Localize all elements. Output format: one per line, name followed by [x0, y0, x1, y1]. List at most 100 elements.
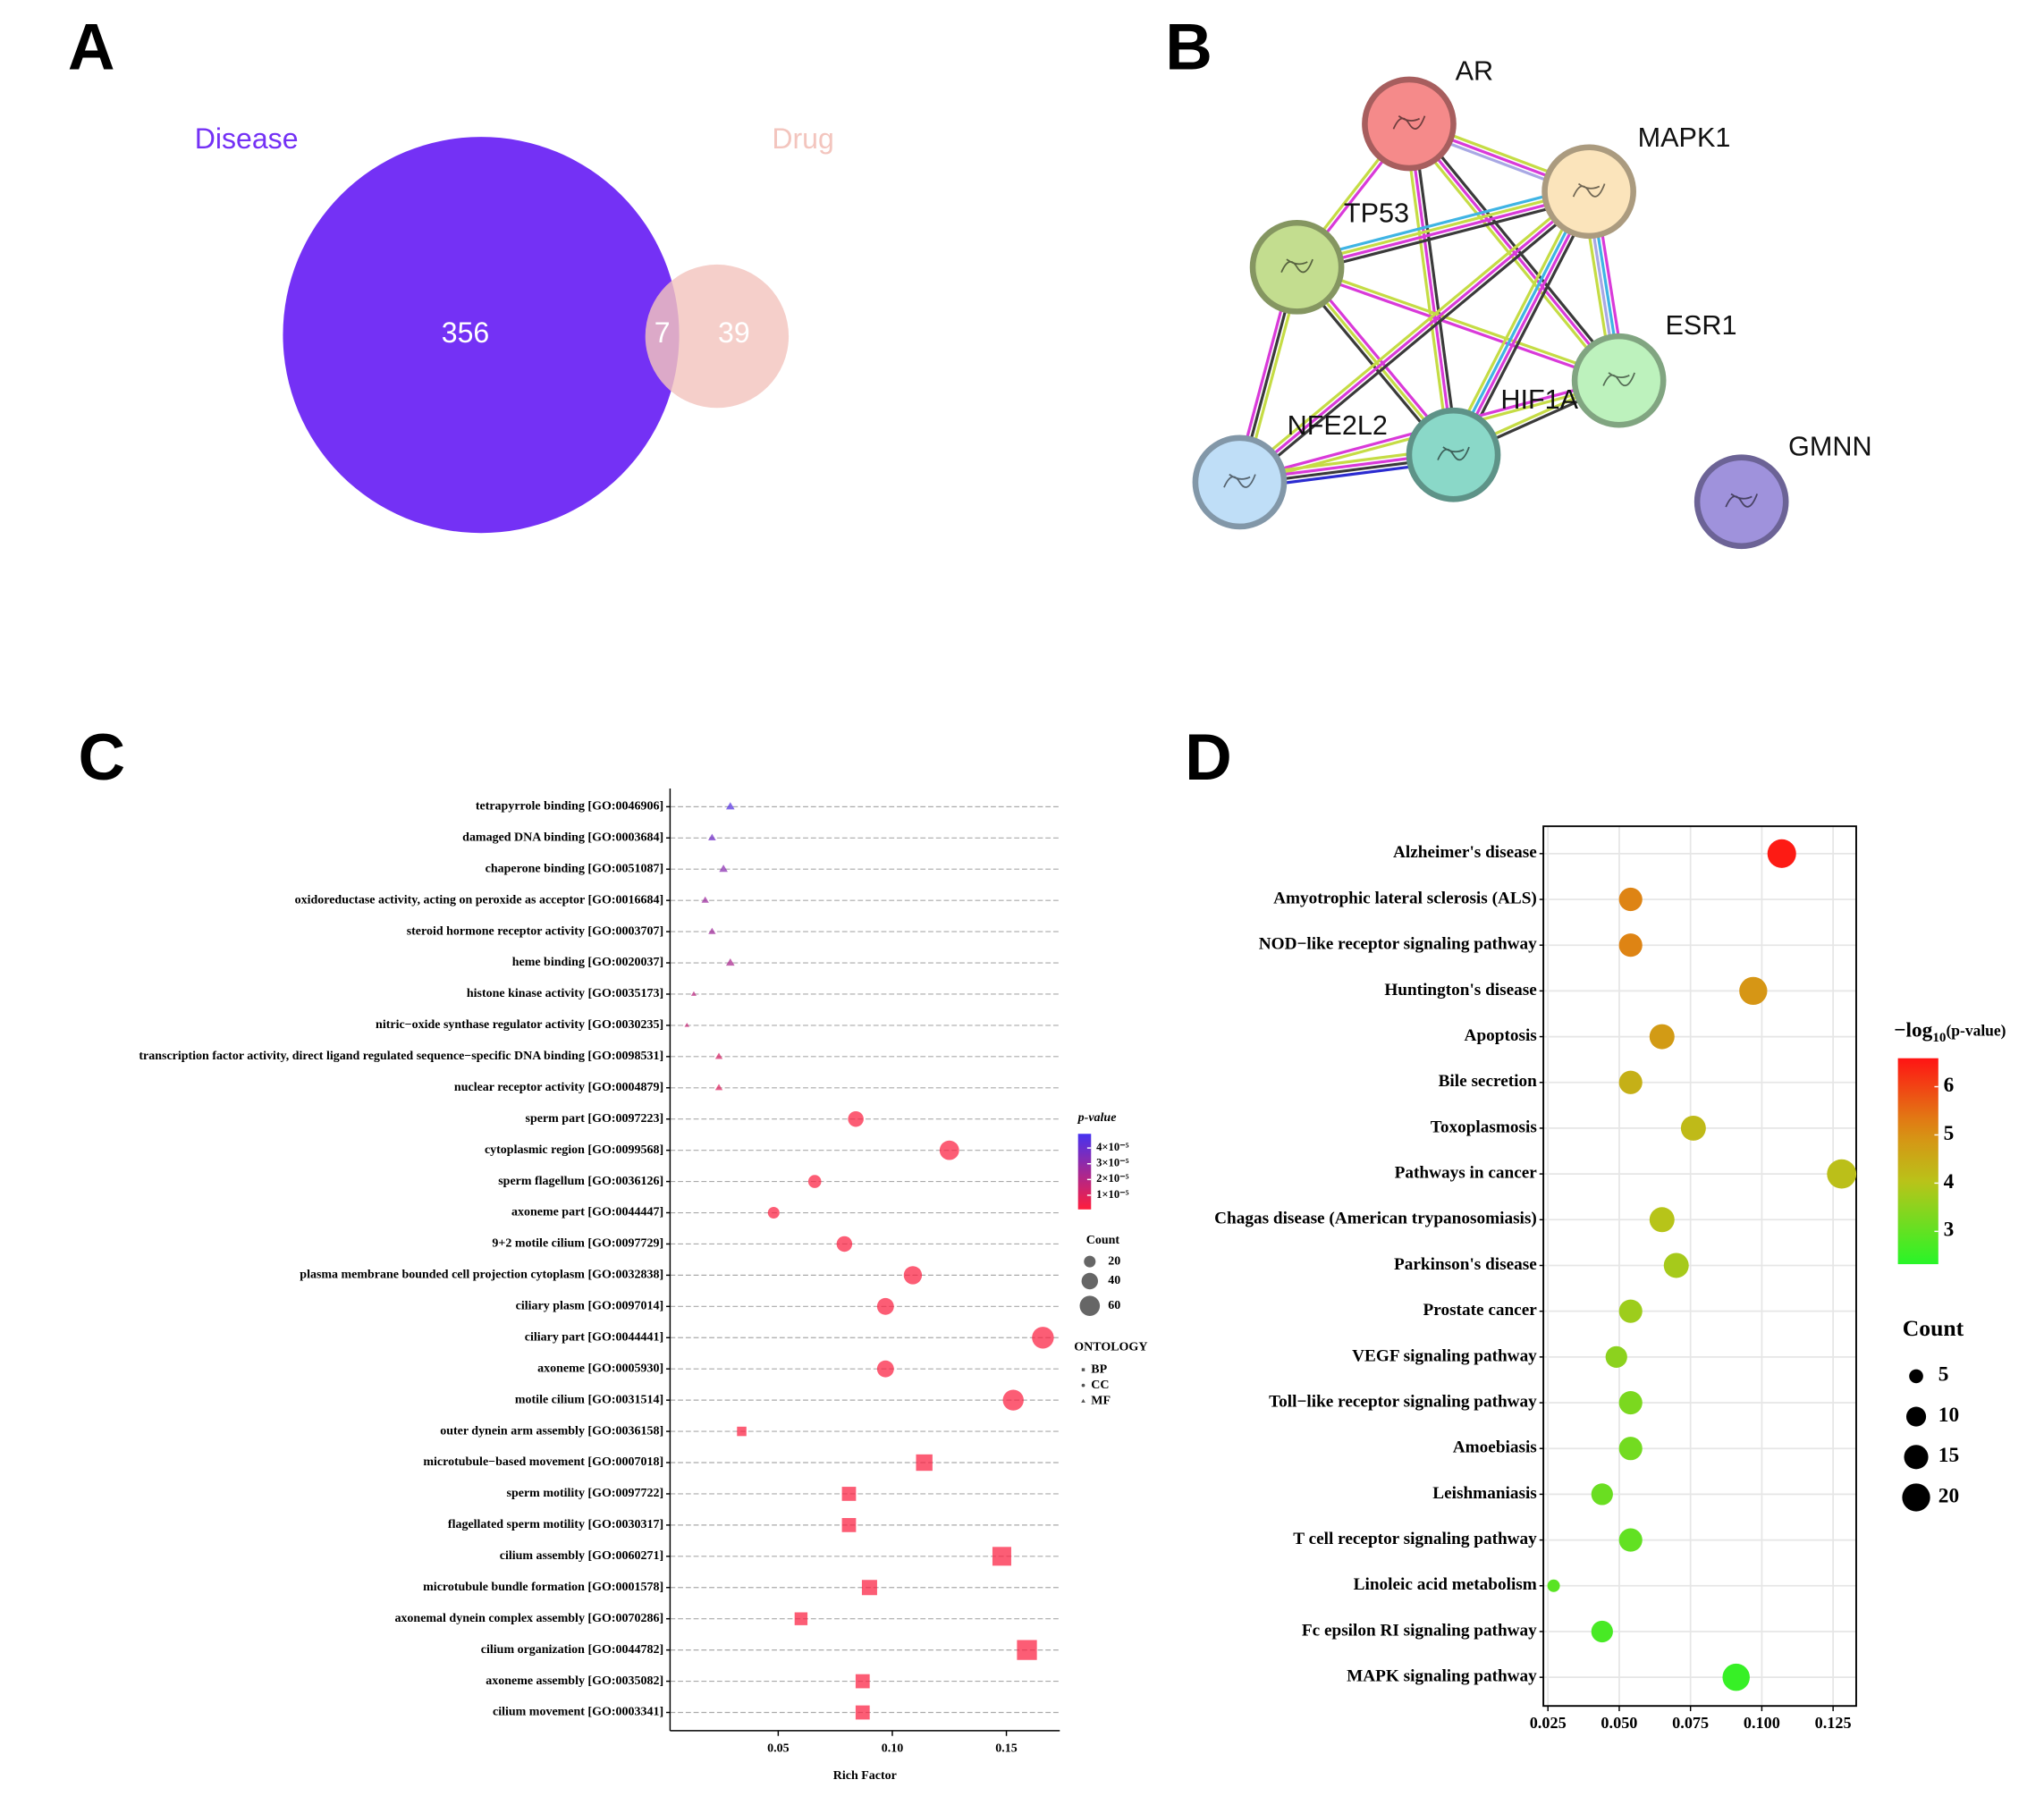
y-tick-label: microtubule bundle formation [GO:0001578… — [423, 1581, 663, 1594]
colorbar — [1077, 1134, 1092, 1210]
point — [1722, 1663, 1750, 1691]
y-tick-label: cilium organization [GO:0044782] — [481, 1643, 663, 1657]
colorbar-label: 3×10⁻⁵ — [1096, 1157, 1129, 1169]
shape-label: BP — [1091, 1362, 1107, 1376]
y-tick-label: motile cilium [GO:0031514] — [515, 1393, 663, 1406]
edge — [1446, 188, 1585, 453]
set-circle — [645, 264, 790, 409]
y-tick-label: sperm motility [GO:0097722] — [507, 1487, 664, 1500]
y-tick-label: VEGF signaling pathway — [1352, 1346, 1537, 1365]
edge — [1403, 123, 1451, 456]
size-key — [1902, 1483, 1930, 1512]
point — [1591, 1620, 1613, 1643]
node-structure — [1725, 493, 1758, 508]
size-key — [1079, 1295, 1101, 1316]
colorbar-label: 4 — [1944, 1170, 1955, 1193]
point — [855, 1705, 870, 1720]
set-name: Drug — [772, 122, 834, 155]
shape-key — [1081, 1383, 1085, 1387]
node-structure — [1392, 115, 1426, 130]
point — [1591, 1483, 1613, 1506]
y-tick-label: Toll−like receptor signaling pathway — [1269, 1392, 1537, 1411]
size-label: 5 — [1938, 1363, 1949, 1387]
x-tick-label: 0.025 — [1530, 1714, 1567, 1732]
point — [876, 1360, 894, 1378]
colorbar-label: 1×10⁻⁵ — [1096, 1188, 1129, 1201]
point — [1032, 1327, 1054, 1349]
y-tick-label: T cell receptor signaling pathway — [1293, 1530, 1537, 1548]
point — [1618, 887, 1643, 912]
y-tick-label: cytoplasmic region [GO:0099568] — [485, 1143, 663, 1157]
node-structure — [1280, 258, 1313, 274]
panel-label: B — [1165, 12, 1212, 84]
point — [1767, 839, 1796, 868]
node-structure — [1223, 473, 1256, 488]
point — [841, 1518, 857, 1532]
size-key — [1905, 1406, 1927, 1427]
y-tick-label: damaged DNA binding [GO:0003684] — [462, 831, 663, 844]
node-label: TP53 — [1344, 198, 1409, 229]
point — [1618, 1437, 1643, 1461]
edge — [1297, 196, 1592, 275]
y-tick-label: plasma membrane bounded cell projection … — [300, 1269, 663, 1282]
point — [708, 927, 716, 934]
point — [836, 1236, 853, 1253]
size-key — [1084, 1255, 1096, 1268]
y-tick-label: axonemal dynein complex assembly [GO:007… — [394, 1612, 663, 1625]
y-tick-label: sperm flagellum [GO:0036126] — [498, 1175, 663, 1188]
x-tick-label: 0.15 — [995, 1742, 1017, 1756]
colorbar-label: 6 — [1944, 1074, 1955, 1097]
edge — [1454, 191, 1592, 457]
colorbar-label: 4×10⁻⁵ — [1096, 1141, 1129, 1153]
shape-key — [1081, 1368, 1085, 1371]
point — [1827, 1159, 1857, 1189]
shape-key — [1081, 1398, 1085, 1403]
edge — [1412, 122, 1459, 455]
edge — [1407, 123, 1456, 455]
edge — [1295, 183, 1588, 263]
point — [1002, 1389, 1024, 1411]
colorbar-label: 5 — [1944, 1122, 1955, 1145]
node-structure — [1437, 446, 1470, 461]
edge — [1449, 190, 1589, 455]
point — [861, 1580, 877, 1596]
edge — [1241, 193, 1593, 487]
node-label: AR — [1456, 56, 1494, 87]
point — [684, 1022, 690, 1027]
y-tick-label: Amoebiasis — [1453, 1438, 1538, 1457]
legend-title-part: (p-value) — [1946, 1022, 2006, 1040]
x-tick-label: 0.075 — [1672, 1714, 1709, 1732]
y-tick-label: Chagas disease (American trypanosomiasis… — [1214, 1210, 1537, 1228]
point — [725, 957, 735, 966]
y-tick-label: NOD−like receptor signaling pathway — [1259, 935, 1537, 954]
y-tick-label: ciliary plasm [GO:0097014] — [516, 1300, 663, 1313]
point — [903, 1266, 923, 1285]
point — [1680, 1115, 1706, 1141]
point — [1649, 1024, 1675, 1050]
y-tick-label: Parkinson's disease — [1394, 1255, 1537, 1274]
count-label: 39 — [718, 316, 750, 349]
y-tick-label: histone kinase activity [GO:0035173] — [467, 987, 663, 1000]
set-circle — [283, 137, 680, 534]
point — [992, 1547, 1011, 1566]
y-tick-label: heme binding [GO:0020037] — [512, 956, 663, 969]
y-tick-label: Pathways in cancer — [1395, 1164, 1538, 1183]
x-tick-label: 0.05 — [767, 1742, 789, 1756]
point — [1618, 1390, 1643, 1415]
y-tick-label: cilium assembly [GO:0060271] — [500, 1549, 663, 1563]
size-key — [1909, 1369, 1923, 1384]
point — [1739, 976, 1768, 1006]
x-tick-label: 0.125 — [1815, 1714, 1852, 1732]
size-label: 40 — [1108, 1274, 1120, 1287]
size-label: 10 — [1938, 1404, 1959, 1427]
y-tick-label: oxidoreductase activity, acting on perox… — [295, 893, 664, 907]
point — [1605, 1345, 1627, 1368]
edge — [1238, 190, 1591, 484]
x-axis-title: Rich Factor — [833, 1769, 897, 1783]
size-label: 15 — [1938, 1444, 1959, 1467]
point — [1017, 1640, 1037, 1660]
size-label: 20 — [1108, 1254, 1120, 1268]
legend-title-part: −log — [1894, 1019, 1932, 1042]
node-structure — [1602, 372, 1635, 387]
